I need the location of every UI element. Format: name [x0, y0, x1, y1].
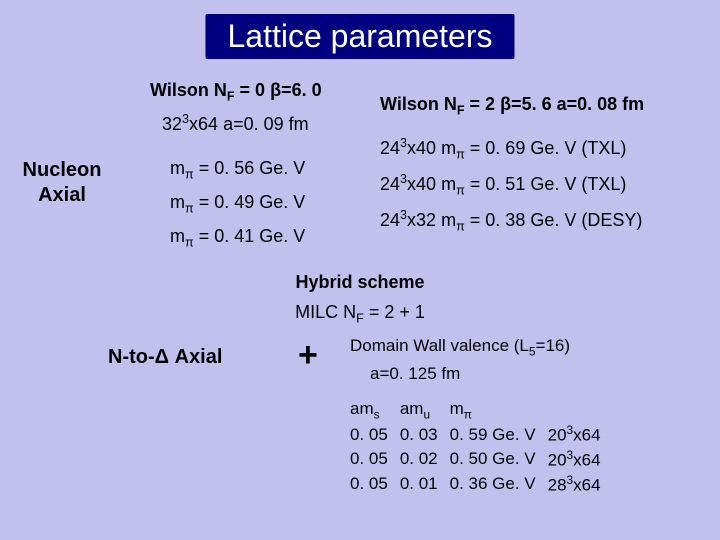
text: x64 [573, 475, 600, 494]
lattice-spacing-label: a=0. 125 fm [370, 364, 460, 384]
cell: 283x64 [548, 472, 613, 497]
text: F [356, 312, 364, 326]
table-row: 0. 05 0. 02 0. 50 Ge. V 203x64 [350, 447, 613, 472]
text: π [456, 148, 465, 162]
text: m [170, 192, 185, 212]
cell: 0. 05 [350, 447, 400, 472]
domain-wall-valence-label: Domain Wall valence (L5=16) [350, 336, 570, 358]
milc-label: MILC NF = 2 + 1 [0, 302, 720, 326]
cell: 0. 59 Ge. V [450, 422, 548, 447]
wilson0-conf-sup: 3 [182, 112, 189, 126]
text: 24 [380, 210, 400, 230]
text: = 0. 69 Ge. V (TXL) [465, 138, 627, 158]
text: u [423, 407, 430, 421]
hybrid-scheme-label: Hybrid scheme [0, 272, 720, 293]
text: m [170, 226, 185, 246]
wilson0-header-pre: Wilson N [150, 80, 227, 100]
text: = 0. 49 Ge. V [194, 192, 306, 212]
cell: 0. 01 [400, 472, 450, 497]
text: =16) [536, 336, 571, 355]
text: π [456, 220, 465, 234]
text: = 0. 51 Ge. V (TXL) [465, 174, 627, 194]
cell: 0. 05 [350, 472, 400, 497]
text: π [185, 236, 194, 250]
text: = 2 β=5. 6 a=0. 08 fm [465, 94, 645, 114]
nucleon-axial-label: Nucleon Axial [12, 158, 112, 208]
cell: 203x64 [548, 447, 613, 472]
table-row: 0. 05 0. 03 0. 59 Ge. V 203x64 [350, 422, 613, 447]
wilson0-config: 323x64 a=0. 09 fm [162, 112, 309, 135]
text: π [185, 168, 194, 182]
table-row: 0. 05 0. 01 0. 36 Ge. V 283x64 [350, 472, 613, 497]
text: 24 [380, 174, 400, 194]
text: x64 [573, 451, 600, 470]
wilson0-header-sub: F [227, 90, 235, 104]
col-ams: ams [350, 398, 400, 422]
text: = 0. 38 Ge. V (DESY) [465, 210, 643, 230]
text: 20 [548, 426, 567, 445]
wilson0-mpi-1: mπ = 0. 56 Ge. V [170, 158, 305, 182]
text: 5 [529, 344, 536, 358]
col-lattice [548, 398, 613, 422]
wilson2-row-1: 243x40 mπ = 0. 69 Ge. V (TXL) [380, 136, 626, 162]
slide-title: Lattice parameters [205, 14, 514, 59]
col-mpi: mπ [450, 398, 548, 422]
cell: 0. 02 [400, 447, 450, 472]
wilson0-header-rest: = 0 β=6. 0 [235, 80, 322, 100]
cell: 0. 50 Ge. V [450, 447, 548, 472]
wilson0-conf-pre: 32 [162, 114, 182, 134]
wilson0-header: Wilson NF = 0 β=6. 0 [150, 80, 322, 104]
text: π [185, 202, 194, 216]
text: m [170, 158, 185, 178]
wilson0-mpi-2: mπ = 0. 49 Ge. V [170, 192, 305, 216]
text: 3 [400, 172, 407, 186]
cell: 203x64 [548, 422, 613, 447]
cell: 0. 05 [350, 422, 400, 447]
n-to-delta-axial-label: N-to-Δ Axial [108, 346, 222, 369]
text: Wilson N [380, 94, 457, 114]
table-header-row: ams amu mπ [350, 398, 613, 422]
text: x40 m [407, 174, 456, 194]
wilson2-row-2: 243x40 mπ = 0. 51 Ge. V (TXL) [380, 172, 626, 198]
wilson2-row-3: 243x32 mπ = 0. 38 Ge. V (DESY) [380, 208, 642, 234]
text: am [400, 399, 424, 418]
text: s [374, 407, 380, 421]
text: 20 [548, 451, 567, 470]
wilson2-header: Wilson NF = 2 β=5. 6 a=0. 08 fm [380, 94, 644, 118]
axial-text: Axial [38, 184, 86, 206]
wilson0-conf-post: x64 a=0. 09 fm [189, 114, 309, 134]
text: = 2 + 1 [364, 302, 425, 322]
text: MILC N [295, 302, 356, 322]
text: 3 [400, 208, 407, 222]
text: = 0. 41 Ge. V [194, 226, 306, 246]
text: x64 [573, 426, 600, 445]
text: x40 m [407, 138, 456, 158]
nucleon-text: Nucleon [23, 159, 102, 181]
text: 3 [400, 136, 407, 150]
text: 24 [380, 138, 400, 158]
col-amu: amu [400, 398, 450, 422]
text: F [457, 104, 465, 118]
cell: 0. 03 [400, 422, 450, 447]
text: Domain Wall valence (L [350, 336, 529, 355]
plus-symbol: + [298, 336, 318, 375]
mass-table: ams amu mπ 0. 05 0. 03 0. 59 Ge. V 203x6… [350, 398, 613, 496]
wilson0-mpi-3: mπ = 0. 41 Ge. V [170, 226, 305, 250]
text: am [350, 399, 374, 418]
text: = 0. 56 Ge. V [194, 158, 306, 178]
text: x32 m [407, 210, 456, 230]
text: π [456, 184, 465, 198]
text: m [450, 399, 464, 418]
cell: 0. 36 Ge. V [450, 472, 548, 497]
text: 28 [548, 475, 567, 494]
text: π [464, 407, 472, 421]
